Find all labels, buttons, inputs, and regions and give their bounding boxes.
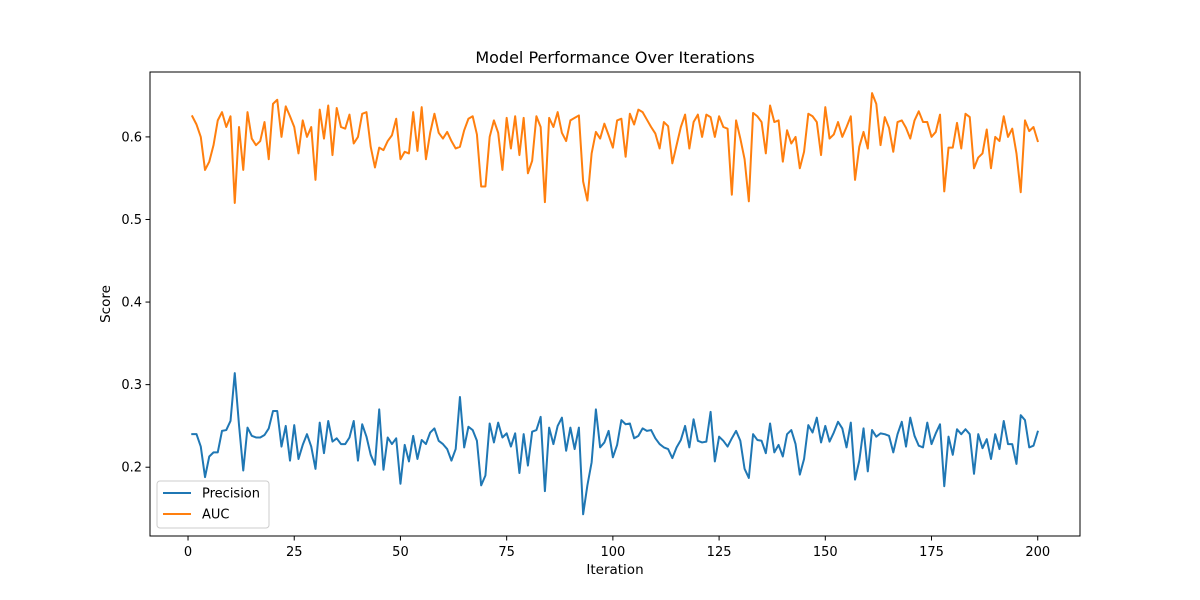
x-tick-label: 0 [184, 545, 192, 560]
y-tick-label: 0.5 [121, 213, 142, 228]
x-axis-title: Iteration [586, 562, 643, 578]
y-tick-label: 0.6 [121, 130, 142, 145]
y-tick-label: 0.4 [121, 296, 142, 311]
legend: Precision AUC [156, 480, 270, 529]
y-axis: 0.2 0.3 0.4 0.5 0.6 [121, 130, 150, 476]
y-axis-title: Score [98, 285, 114, 323]
x-tick-label: 25 [286, 545, 303, 560]
x-tick-label: 125 [707, 545, 732, 560]
series-line-auc [190, 92, 1039, 204]
series-line-precision [191, 372, 1039, 516]
x-tick-label: 100 [600, 545, 625, 560]
plot-frame [149, 71, 1081, 537]
x-axis: 0 25 50 75 100 125 150 175 200 [184, 536, 1050, 560]
x-tick-label: 150 [813, 545, 838, 560]
x-tick-label: 75 [498, 545, 515, 560]
y-tick-label: 0.3 [121, 378, 142, 393]
y-tick-label: 0.2 [121, 461, 142, 476]
x-tick-label: 175 [919, 545, 944, 560]
x-tick-label: 200 [1025, 545, 1050, 560]
chart-title: Model Performance Over Iterations [475, 48, 754, 67]
plot-area [149, 71, 1081, 537]
legend-label-auc: AUC [202, 508, 230, 523]
series-layer [190, 92, 1039, 516]
legend-label-precision: Precision [202, 487, 260, 502]
x-tick-label: 50 [392, 545, 409, 560]
